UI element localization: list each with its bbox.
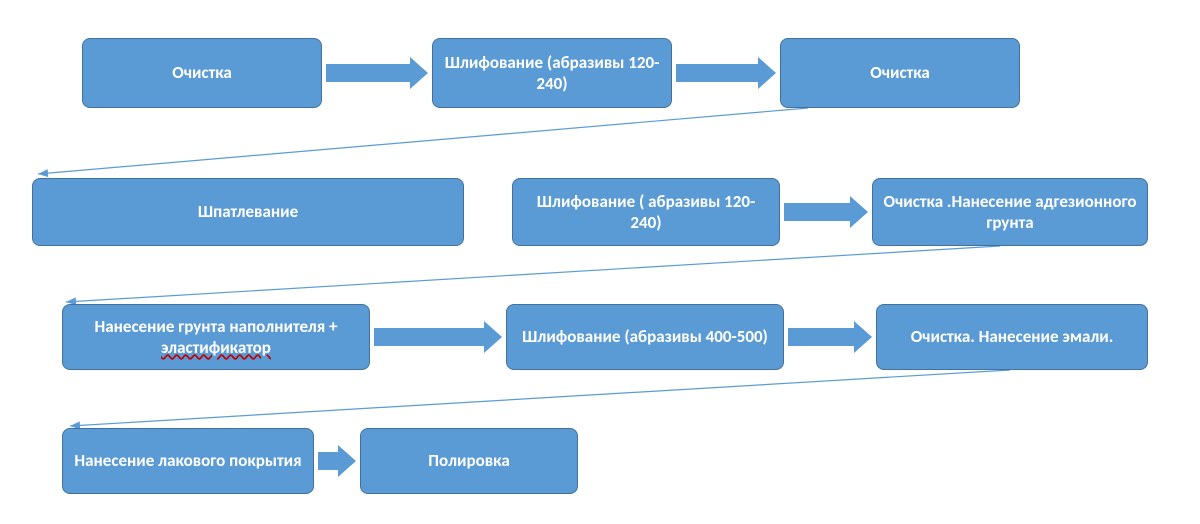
flowchart-node-label: Нанесение лакового покрытия	[74, 450, 301, 471]
flowchart-node-label: Нанесение грунта наполнителя + эластифик…	[73, 316, 359, 359]
flowchart-node-label: Очистка	[172, 62, 232, 83]
flowchart-node: Шлифование (абразивы 400-500)	[506, 304, 784, 370]
arrow-thick	[318, 445, 356, 477]
flowchart-node-label: Шлифование (абразивы 120-240)	[443, 52, 661, 95]
flowchart-node: Очистка. Нанесение эмали.	[876, 304, 1148, 370]
arrow-thick	[784, 196, 868, 228]
arrow-thin	[66, 246, 1000, 305]
arrow-thick	[676, 57, 776, 89]
arrow-thick	[326, 57, 428, 89]
flowchart-canvas: Очистка Шлифование (абразивы 120-240) Очис…	[0, 0, 1200, 524]
flowchart-node: Очистка	[82, 38, 322, 108]
flowchart-node: Шлифование (абразивы 120-240)	[432, 38, 672, 108]
flowchart-node-label: Очистка. Нанесение эмали.	[911, 326, 1114, 347]
flowchart-node: Нанесение грунта наполнителя + эластифик…	[62, 304, 370, 370]
flowchart-node-label: Шлифование ( абразивы 120-240)	[523, 191, 769, 234]
flowchart-node-label: Очистка .Нанесение адгезионного грунта	[883, 191, 1137, 234]
flowchart-node: Шпатлевание	[32, 178, 464, 246]
flowchart-node: Очистка	[780, 38, 1020, 108]
arrow-thin	[38, 108, 808, 177]
flowchart-node: Нанесение лакового покрытия	[62, 428, 314, 494]
flowchart-node-label: Шпатлевание	[198, 201, 298, 222]
arrow-thick	[374, 321, 502, 353]
flowchart-node: Шлифование ( абразивы 120-240)	[512, 178, 780, 246]
arrow-thick	[788, 321, 872, 353]
flowchart-node-label: Шлифование (абразивы 400-500)	[522, 326, 768, 347]
arrow-thin	[70, 370, 1010, 429]
flowchart-node: Очистка .Нанесение адгезионного грунта	[872, 178, 1148, 246]
flowchart-node: Полировка	[360, 428, 578, 494]
flowchart-node-label: Очистка	[870, 62, 930, 83]
flowchart-node-label: Полировка	[428, 450, 510, 471]
